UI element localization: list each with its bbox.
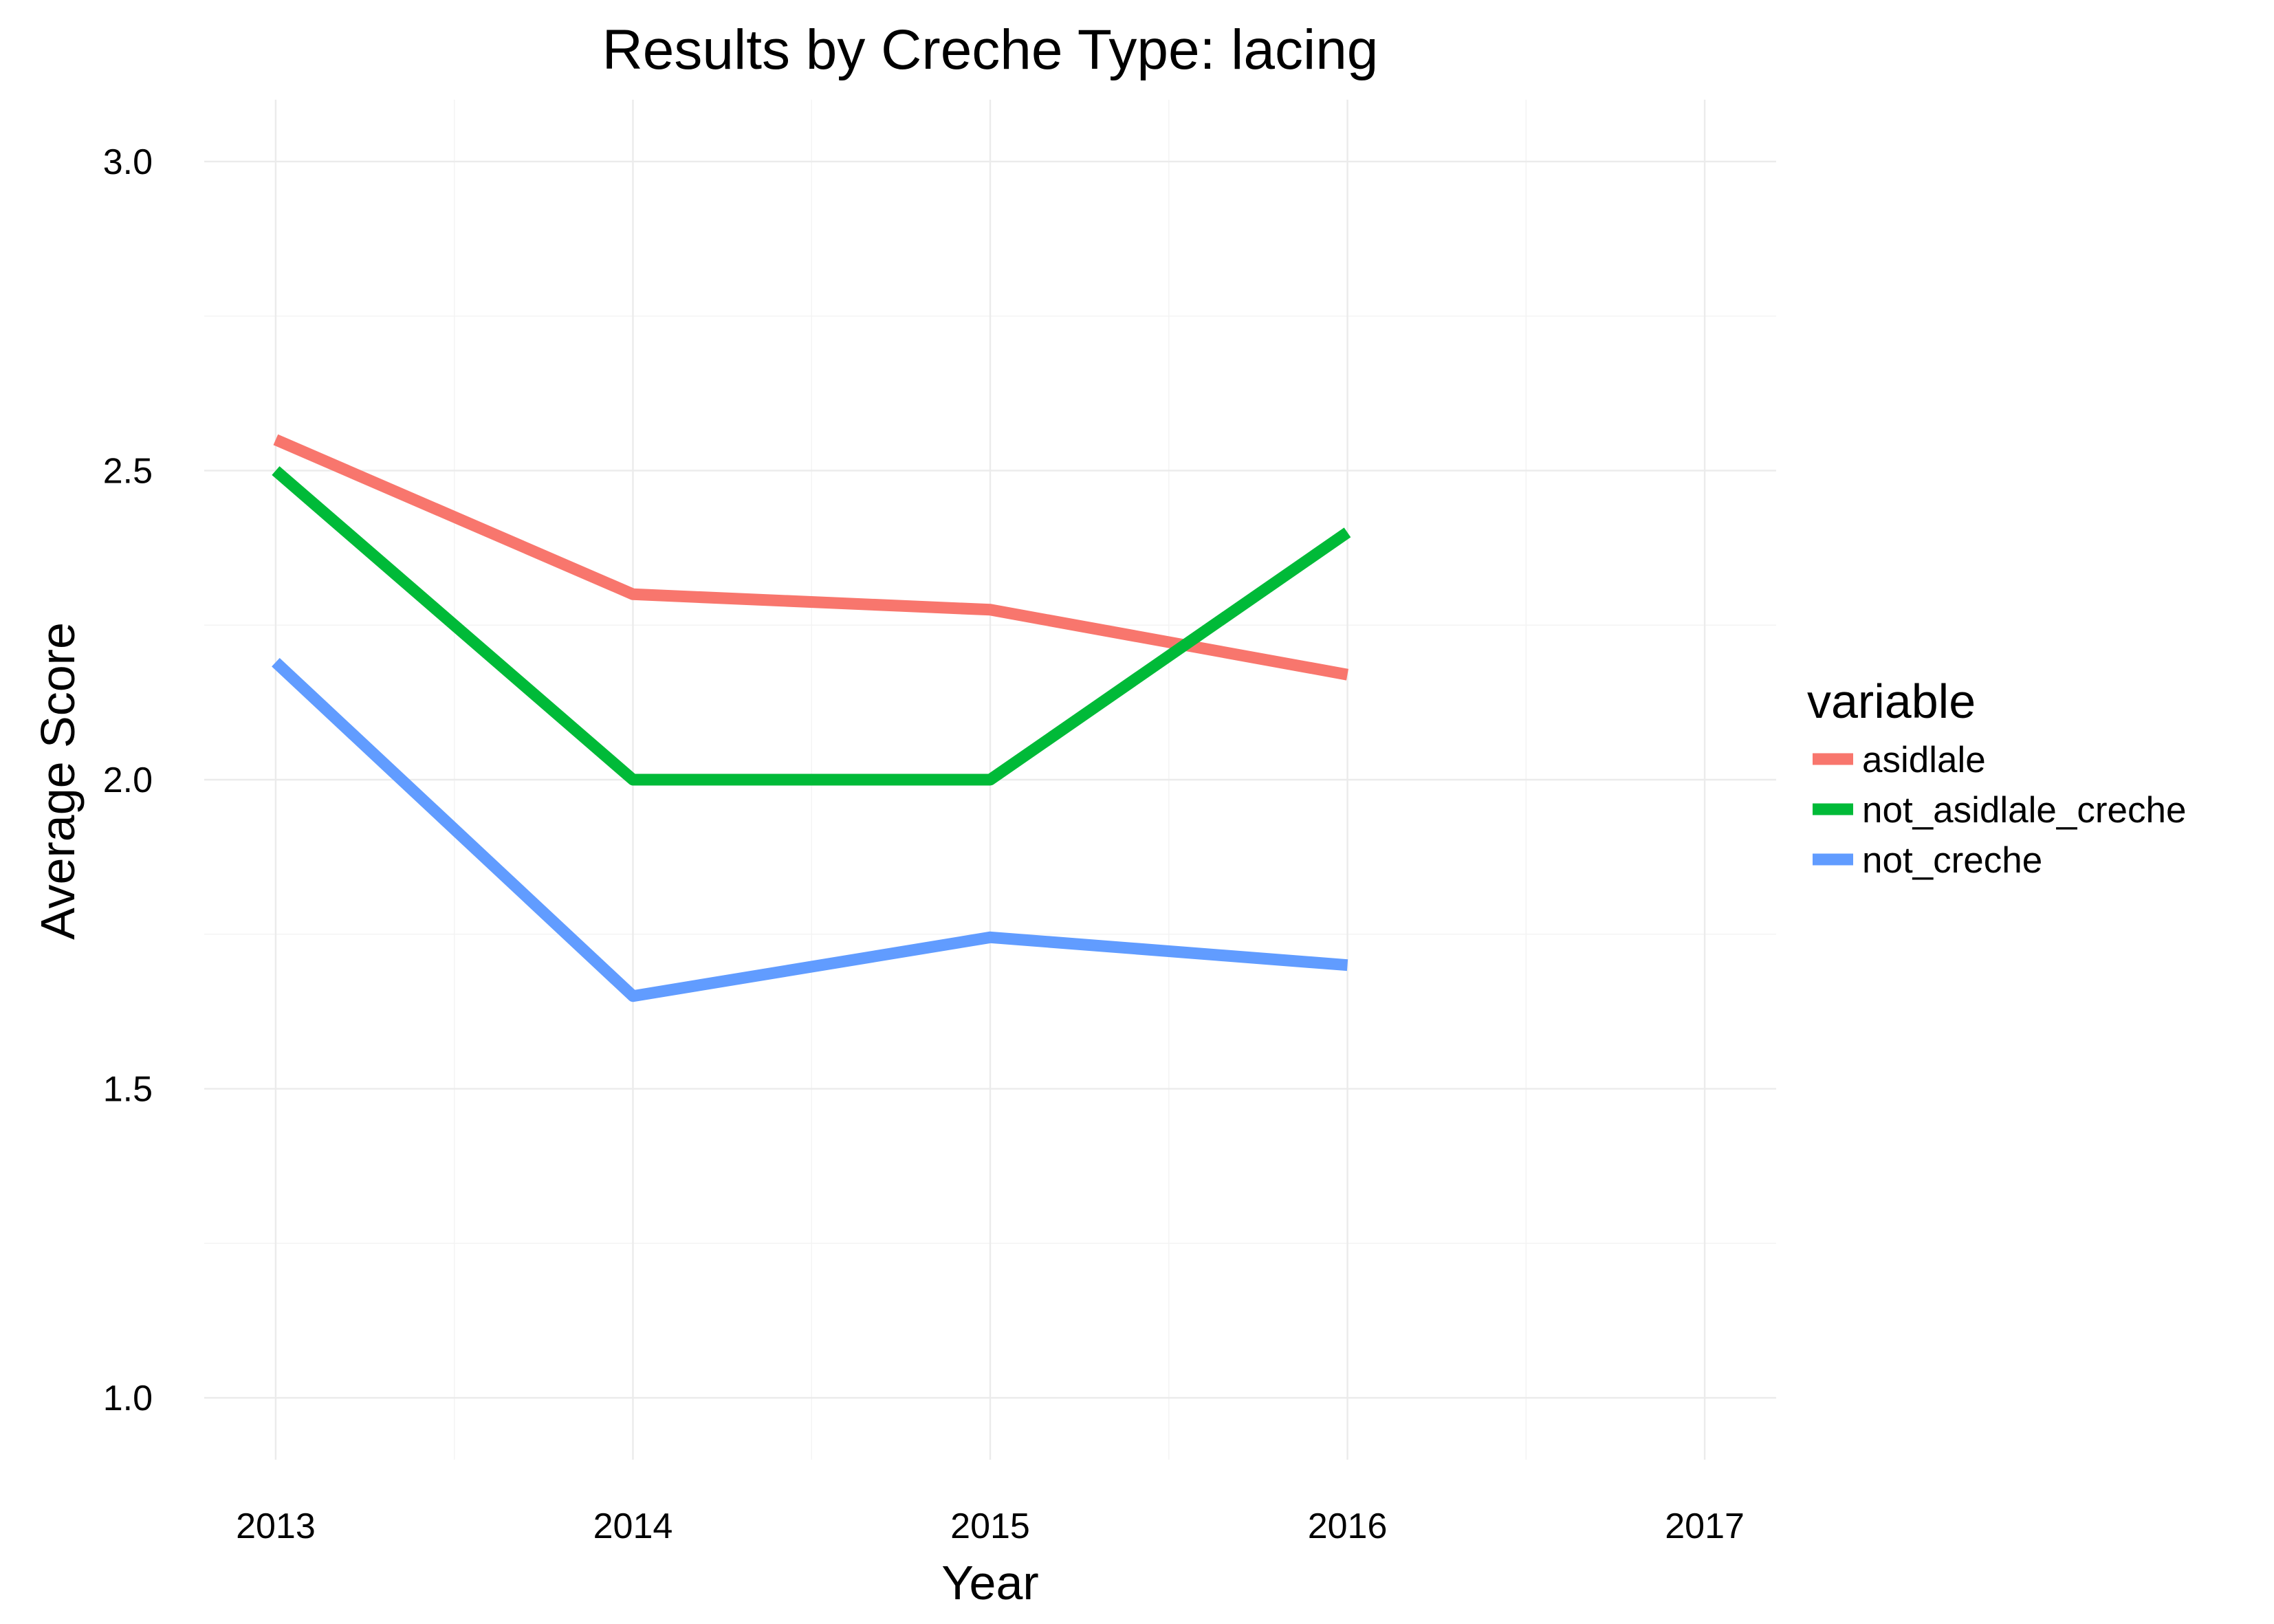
y-tick-label: 2.0 xyxy=(103,760,153,800)
y-axis-tick-labels: 1.0 1.5 2.0 2.5 3.0 xyxy=(103,142,153,1418)
chart-title: Results by Creche Type: lacing xyxy=(602,19,1379,81)
legend-item: not_creche xyxy=(1813,840,2042,881)
legend: variable asidlale not_asidlale_creche not_… xyxy=(1807,674,2186,881)
y-tick-label: 2.5 xyxy=(103,451,153,491)
y-axis-title: Average Score xyxy=(31,622,85,940)
x-tick-label: 2014 xyxy=(593,1506,673,1546)
series-lines xyxy=(272,434,1351,1002)
legend-label: not_asidlale_creche xyxy=(1862,790,2186,831)
series-line-asidlale xyxy=(273,434,1349,681)
x-tick-label: 2016 xyxy=(1308,1506,1388,1546)
legend-item: asidlale xyxy=(1813,740,1986,780)
x-tick-label: 2015 xyxy=(950,1506,1030,1546)
x-axis-title: Year xyxy=(941,1556,1038,1610)
series-line-not-creche xyxy=(272,657,1348,1002)
major-gridlines xyxy=(204,100,1776,1460)
legend-label: not_creche xyxy=(1862,840,2042,881)
y-tick-label: 1.5 xyxy=(103,1070,153,1110)
series-line-not-asidlale-creche xyxy=(272,466,1351,786)
legend-item: not_asidlale_creche xyxy=(1813,790,2186,831)
legend-label: asidlale xyxy=(1862,740,1986,780)
y-tick-label: 1.0 xyxy=(103,1379,153,1418)
x-tick-label: 2017 xyxy=(1665,1506,1745,1546)
y-tick-label: 3.0 xyxy=(103,142,153,182)
x-axis-tick-labels: 2013 2014 2015 2016 2017 xyxy=(236,1506,1745,1546)
x-tick-label: 2013 xyxy=(236,1506,316,1546)
legend-title: variable xyxy=(1807,674,1976,728)
